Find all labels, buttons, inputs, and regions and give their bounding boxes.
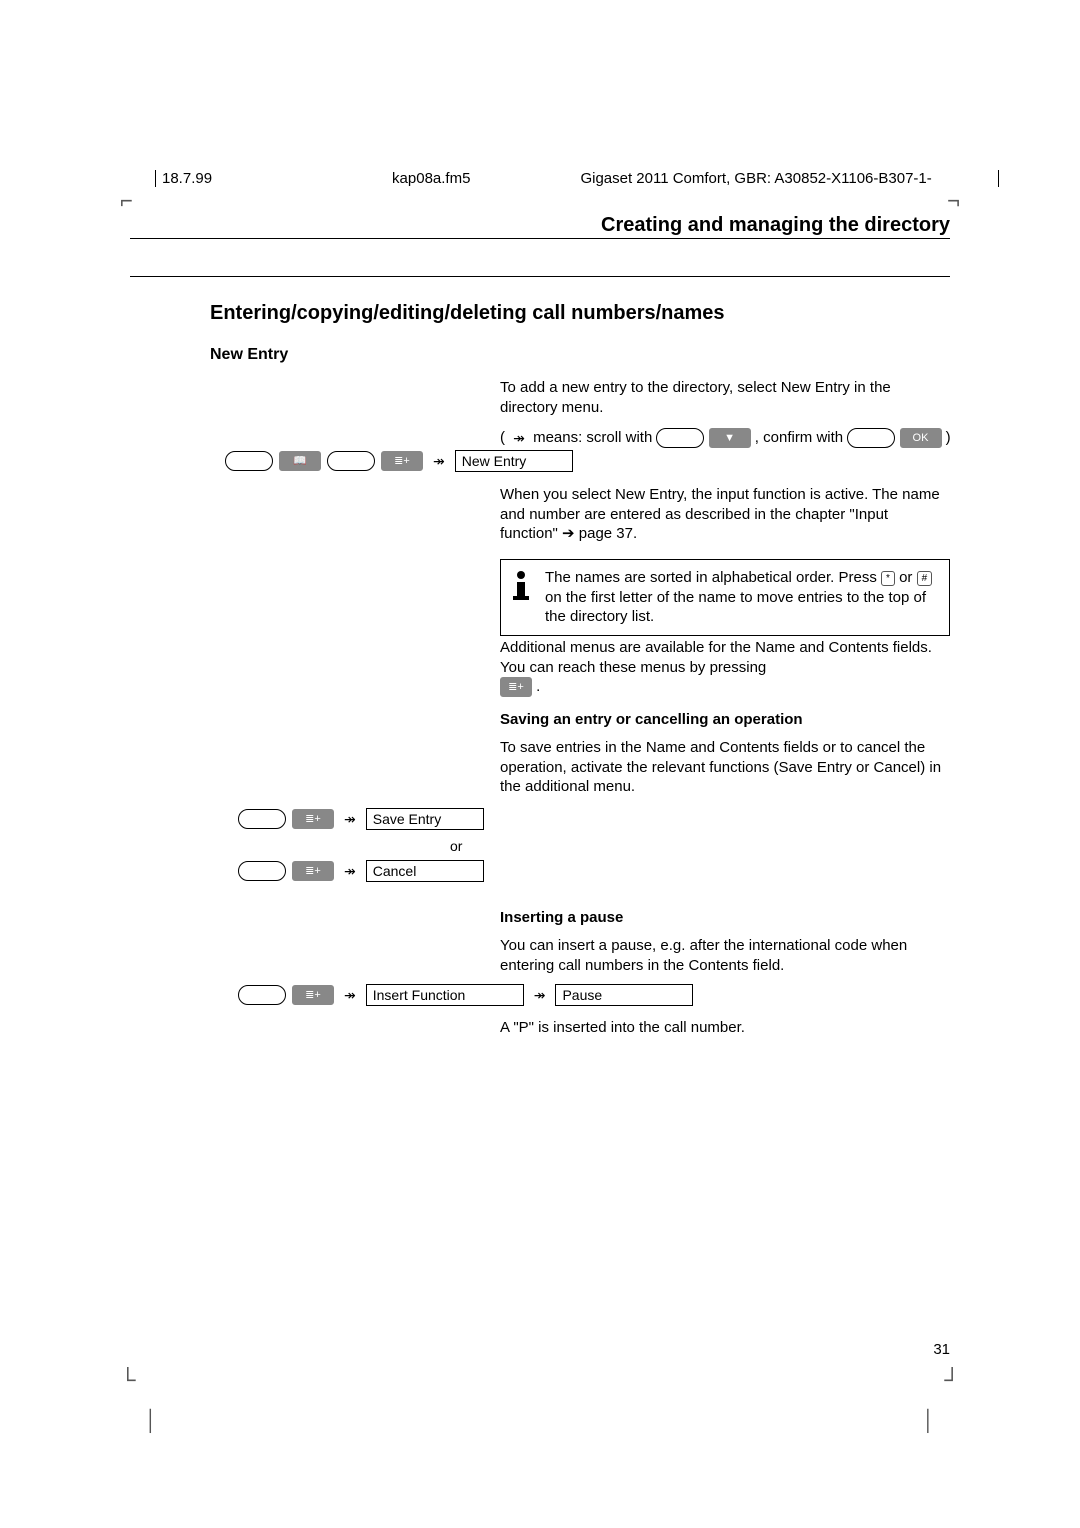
arrow-icon: ↠ (344, 811, 356, 828)
arrow-icon: ↠ (534, 987, 546, 1004)
arrow-icon: ↠ (433, 453, 445, 470)
softkey-outline (847, 428, 895, 448)
header-date: 18.7.99 (155, 170, 212, 187)
text-new-entry-intro: To add a new entry to the directory, sel… (500, 378, 950, 417)
arrow-icon: ↠ (513, 429, 525, 447)
rule-top (130, 238, 950, 239)
menu-cancel: Cancel (366, 860, 484, 882)
menu-new-entry: New Entry (455, 450, 573, 472)
hash-key: # (917, 571, 933, 586)
note-a: The names are sorted in alphabetical ord… (545, 569, 881, 586)
crop-mark: └ (120, 1367, 136, 1393)
softkey-outline (238, 985, 286, 1005)
legend-close: ) (946, 429, 951, 446)
page-header: 18.7.99 kap08a.fm5 Gigaset 2011 Comfort,… (155, 170, 950, 187)
softkey-outline (238, 861, 286, 881)
softkey-outline (238, 809, 286, 829)
crop-mark: ┘ (944, 1367, 960, 1393)
star-key: * (881, 571, 895, 586)
menu-icon: ≣+ (292, 809, 334, 829)
rule-bottom (130, 276, 950, 277)
arrow-icon: ↠ (344, 987, 356, 1004)
header-file: kap08a.fm5 (392, 170, 470, 187)
down-key: ▼ (709, 428, 751, 448)
nav-insert-pause: ≣+ ↠ Insert Function ↠ Pause (238, 984, 693, 1006)
note-b: on the first letter of the name to move … (545, 589, 926, 626)
note-box: The names are sorted in alphabetical ord… (500, 559, 950, 636)
menu-insert-function: Insert Function (366, 984, 524, 1006)
softkey-outline (225, 451, 273, 471)
p3b: . (536, 678, 540, 695)
arrow-icon: ↠ (344, 863, 356, 880)
text-save-cancel: To save entries in the Name and Contents… (500, 738, 950, 797)
text-p-inserted: A "P" is inserted into the call number. (500, 1018, 950, 1038)
nav-cancel: ≣+ ↠ Cancel (238, 860, 484, 882)
softkey-outline (656, 428, 704, 448)
note-mid: or (899, 569, 917, 586)
legend-row: ( ↠ means: scroll with ▼ , confirm with … (500, 428, 950, 448)
text-pause: You can insert a pause, e.g. after the i… (500, 936, 950, 975)
text-input-active: When you select New Entry, the input fun… (500, 485, 950, 544)
info-icon (509, 570, 533, 606)
heading-main: Entering/copying/editing/deleting call n… (210, 302, 725, 325)
menu-save-entry: Save Entry (366, 808, 484, 830)
menu-icon: ≣+ (292, 985, 334, 1005)
header-doc: Gigaset 2011 Comfort, GBR: A30852-X1106-… (580, 170, 931, 187)
note-text: The names are sorted in alphabetical ord… (545, 568, 941, 627)
heading-pause: Inserting a pause (500, 908, 950, 928)
ok-key: OK (900, 428, 942, 448)
text-additional-menus: Additional menus are available for the N… (500, 638, 950, 697)
menu-icon: ≣+ (500, 677, 532, 697)
legend-open: ( (500, 429, 505, 446)
menu-pause: Pause (555, 984, 693, 1006)
heading-save-cancel: Saving an entry or cancelling an operati… (500, 710, 950, 730)
p3a: Additional menus are available for the N… (500, 639, 932, 676)
crop-mark: ¬ (947, 188, 960, 214)
text-or: or (450, 838, 462, 854)
legend-means: means: scroll with (533, 429, 656, 446)
book-icon: 📖 (279, 451, 321, 471)
menu-icon: ≣+ (292, 861, 334, 881)
menu-icon: ≣+ (381, 451, 423, 471)
softkey-outline (327, 451, 375, 471)
crop-mark: ⌐ (120, 188, 133, 214)
nav-new-entry: 📖 ≣+ ↠ New Entry (225, 450, 573, 472)
section-title: Creating and managing the directory (601, 214, 950, 237)
legend-confirm: , confirm with (755, 429, 848, 446)
crop-bar: │ (923, 1410, 936, 1433)
heading-new-entry: New Entry (210, 346, 470, 364)
page-number: 31 (933, 1341, 950, 1358)
crop-bar: │ (145, 1410, 158, 1433)
nav-save-entry: ≣+ ↠ Save Entry (238, 808, 484, 830)
